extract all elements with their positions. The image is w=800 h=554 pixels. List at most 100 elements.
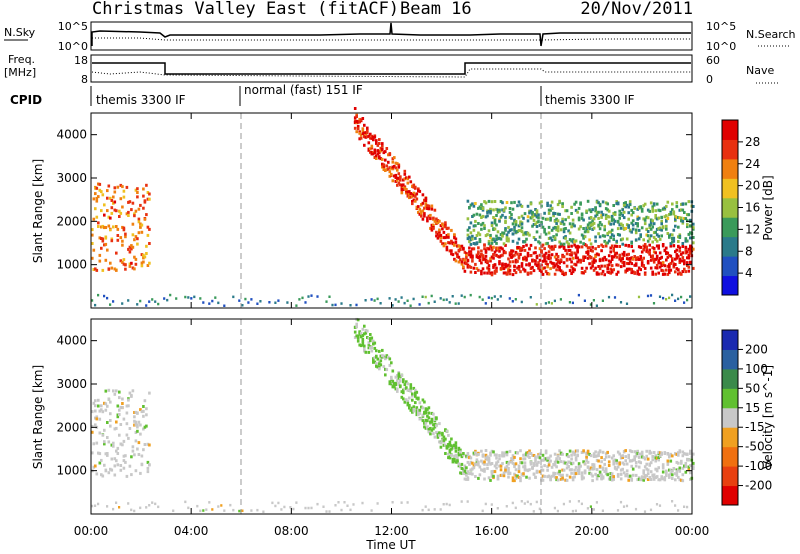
echo-cell [480,227,483,231]
echo-cell [677,297,680,301]
echo-cell [433,418,437,421]
echo-cell [672,236,676,240]
echo-cell [686,457,689,461]
echo-cell [103,401,106,405]
echo-cell [612,268,615,272]
echo-cell [634,222,638,225]
echo-cell [546,468,549,472]
echo-cell [636,256,639,260]
echo-cell [612,218,615,222]
echo-cell [675,204,679,208]
echo-cell [115,449,118,453]
echo-cell [268,301,271,304]
echo-cell [373,346,377,350]
echo-cell [586,230,590,234]
echo-cell [100,190,103,194]
echo-cell [444,221,447,225]
echo-cell [495,453,498,457]
echo-cell [585,226,588,230]
echo-cell [131,266,135,270]
echo-cell [525,451,528,455]
echo-cell [582,227,585,230]
echo-cell [459,465,462,469]
echo-cell [468,240,471,244]
echo-cell [361,334,365,337]
echo-cell [538,247,542,251]
echo-cell [634,454,638,458]
echo-cell [502,474,506,478]
echo-cell [487,209,491,213]
echo-cell [460,244,464,248]
echo-cell [441,222,444,226]
echo-cell [122,459,126,463]
echo-cell [516,259,519,263]
echo-cell [409,192,413,195]
echo-cell [552,463,555,466]
echo-cell [511,457,515,461]
echo-cell [610,269,614,273]
echo-cell [517,237,521,241]
echo-cell [223,304,226,307]
echo-cell [553,219,557,223]
echo-cell [663,215,667,219]
echo-cell [391,379,395,383]
echo-cell [504,251,507,255]
echo-cell [355,120,358,123]
echo-cell [511,260,515,264]
echo-cell [511,454,515,458]
echo-cell [552,262,555,266]
echo-cell [537,261,540,265]
echo-cell [526,469,530,473]
echo-cell [535,303,538,306]
echo-cell [469,265,473,269]
echo-cell [546,263,549,267]
echo-cell [406,400,410,403]
echo-cell [609,250,612,254]
echo-cell [507,230,510,234]
echo-cell [498,219,501,223]
echo-cell [119,183,123,187]
echo-cell [666,217,670,221]
echo-cell [651,246,654,250]
echo-cell [534,213,537,217]
echo-cell [501,253,504,257]
echo-cell [91,256,94,260]
echo-cell [133,453,136,457]
echo-cell [562,255,566,259]
echo-cell [519,479,522,483]
echo-cell [556,471,560,475]
echo-cell [544,232,548,236]
echo-cell [283,505,286,509]
echo-cell [423,425,426,429]
echo-cell [372,357,375,361]
echo-cell [411,392,414,396]
echo-cell [568,222,572,226]
echo-cell [115,251,118,255]
echo-cell [502,242,506,246]
echo-cell [505,450,509,454]
echo-cell [649,255,653,259]
echo-cell [595,474,599,478]
echo-cell [637,245,641,249]
echo-cell [148,391,151,395]
echo-cell [589,255,593,259]
echo-cell [571,301,574,305]
echo-cell [562,227,566,231]
echo-cell [481,509,484,513]
echo-cell [394,161,398,165]
echo-cell [426,425,429,429]
echo-cell [552,212,555,216]
echo-cell [432,223,435,227]
echo-cell [598,470,602,474]
echo-cell [577,227,581,231]
echo-cell [104,226,108,229]
echo-cell [424,199,428,203]
echo-cell [529,254,533,258]
echo-cell [277,501,280,505]
echo-cell [583,235,587,239]
echo-cell [598,464,602,468]
echo-cell [567,215,570,219]
echo-cell [556,454,560,458]
echo-cell [576,453,579,457]
echo-cell [625,223,629,227]
